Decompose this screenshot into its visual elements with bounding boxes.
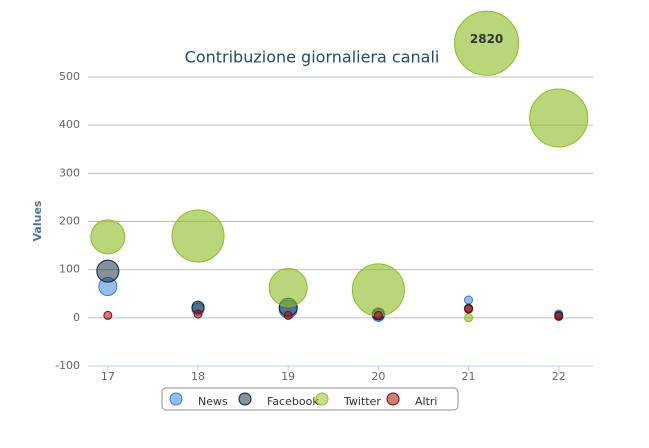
bubble [96, 259, 120, 283]
bubble [351, 263, 405, 317]
x-tick-label: 18 [191, 370, 205, 383]
y-tick-label: 200 [59, 215, 80, 228]
x-tick-label: 19 [281, 370, 295, 383]
bubble [464, 295, 474, 305]
legend-label: News [198, 395, 228, 408]
bubble [268, 267, 308, 307]
legend-box [161, 387, 459, 411]
bubble [193, 309, 203, 319]
bubble [90, 219, 126, 255]
chart-title: Contribuzione giornaliera canali [185, 48, 440, 67]
bubble [554, 311, 564, 321]
bubble [103, 310, 113, 320]
data-label: 2820 [470, 32, 503, 46]
legend-symbol [386, 392, 400, 406]
bubble [283, 310, 293, 320]
y-tick-label: 100 [59, 263, 80, 276]
bubble [373, 310, 383, 320]
x-tick-label: 21 [462, 370, 476, 383]
legend-symbol [169, 392, 183, 406]
legend-label: Facebook [267, 395, 319, 408]
bubble [464, 304, 474, 314]
bubble [464, 313, 474, 323]
x-tick-label: 17 [101, 370, 115, 383]
legend-label: Altri [415, 395, 437, 408]
legend-symbol [238, 392, 252, 406]
y-tick-label: -100 [55, 359, 80, 372]
legend-label: Twitter [343, 395, 381, 408]
bubble [529, 88, 589, 148]
bubble [171, 209, 225, 263]
y-tick-label: 500 [59, 70, 80, 83]
y-tick-label: 300 [59, 166, 80, 179]
legend-symbol [315, 392, 329, 406]
bubble [454, 10, 520, 76]
y-tick-label: 0 [73, 311, 80, 324]
y-axis-label: Values [31, 200, 44, 241]
x-tick-label: 20 [371, 370, 385, 383]
x-tick-label: 22 [552, 370, 566, 383]
y-tick-label: 400 [59, 118, 80, 131]
